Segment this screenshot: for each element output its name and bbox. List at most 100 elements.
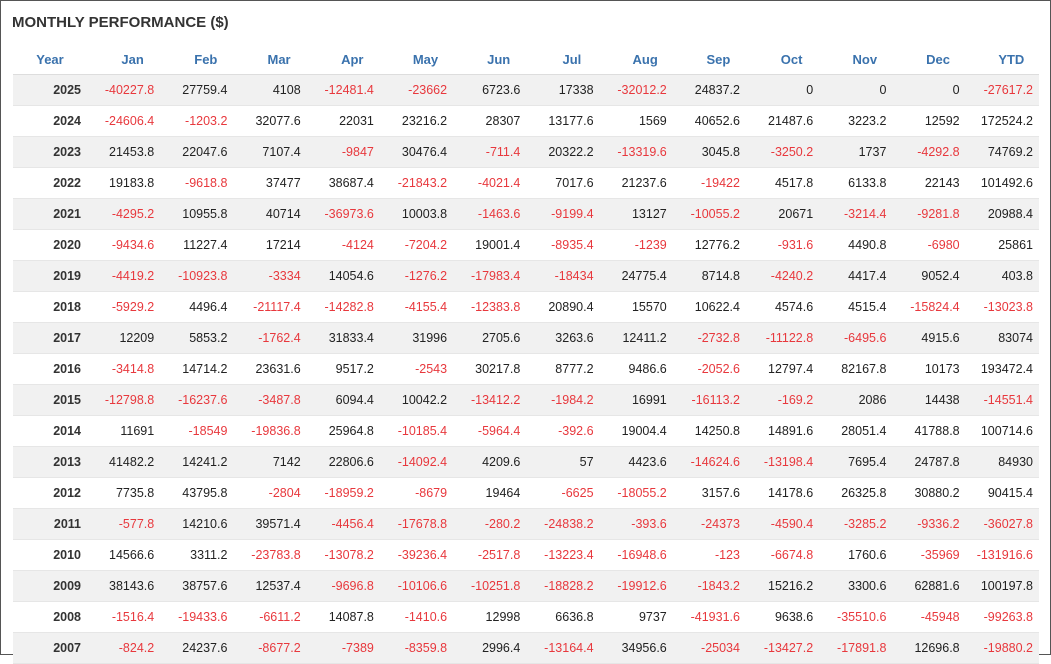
- value-cell: 83074: [965, 322, 1039, 354]
- value-cell: -1203.2: [160, 105, 234, 137]
- value-cell: 11691: [87, 415, 161, 447]
- value-cell: -10923.8: [160, 260, 234, 292]
- value-cell: -18959.2: [306, 477, 380, 509]
- value-cell: 9486.6: [599, 353, 673, 385]
- value-cell: 30880.2: [892, 477, 966, 509]
- value-cell: -2732.8: [672, 322, 746, 354]
- value-cell: -18549: [160, 415, 234, 447]
- value-cell: -14624.6: [672, 446, 746, 478]
- value-cell: 2086: [819, 384, 893, 416]
- value-cell: 23216.2: [379, 105, 454, 137]
- value-cell: -13319.6: [599, 136, 673, 168]
- value-cell: -11122.8: [745, 322, 820, 354]
- value-cell: -17678.8: [379, 508, 454, 540]
- value-cell: -12481.4: [306, 74, 380, 106]
- value-cell: 27759.4: [160, 74, 234, 106]
- value-cell: -10106.6: [379, 570, 454, 602]
- value-cell: -2517.8: [453, 539, 527, 571]
- table-row: 2012 7735.8 43795.8 -2804 -18959.2 -8679 19464…: [13, 477, 1039, 509]
- value-cell: 19004.4: [599, 415, 673, 447]
- value-cell: -1984.2: [526, 384, 600, 416]
- table-row: 2017 12209 5853.2 -1762.4 31833.4 31996 2705.6…: [13, 322, 1039, 354]
- value-cell: 23631.6: [233, 353, 307, 385]
- value-cell: 24787.8: [892, 446, 966, 478]
- column-header: Year: [13, 44, 87, 75]
- value-cell: -9336.2: [892, 508, 966, 540]
- year-cell: 2011: [13, 508, 87, 540]
- value-cell: 7142: [233, 446, 307, 478]
- value-cell: 3045.8: [672, 136, 746, 168]
- value-cell: -4155.4: [379, 291, 454, 323]
- value-cell: 84930: [965, 446, 1039, 478]
- table-row: 2014 11691 -18549 -19836.8 25964.8 -10185.4 -5…: [13, 415, 1039, 447]
- value-cell: 6094.4: [306, 384, 380, 416]
- value-cell: 37477: [233, 167, 307, 199]
- column-header: Feb: [160, 44, 234, 75]
- value-cell: 1760.6: [819, 539, 893, 571]
- value-cell: -8677.2: [233, 632, 307, 664]
- column-header: Jan: [87, 44, 161, 75]
- value-cell: -9281.8: [892, 198, 966, 230]
- value-cell: 14891.6: [745, 415, 820, 447]
- value-cell: -19836.8: [233, 415, 307, 447]
- value-cell: -14551.4: [965, 384, 1039, 416]
- year-cell: 2025: [13, 74, 87, 106]
- value-cell: -6611.2: [233, 601, 307, 633]
- value-cell: -280.2: [453, 508, 527, 540]
- value-cell: 17214: [233, 229, 307, 261]
- table-row: 2011 -577.8 14210.6 39571.4 -4456.4 -17678.8-…: [13, 508, 1039, 540]
- value-cell: 24237.6: [160, 632, 234, 664]
- value-cell: -1762.4: [233, 322, 307, 354]
- value-cell: 4490.8: [819, 229, 893, 261]
- value-cell: -3414.8: [87, 353, 161, 385]
- value-cell: -2543: [379, 353, 454, 385]
- value-cell: 172524.2: [965, 105, 1039, 137]
- value-cell: 22143: [892, 167, 966, 199]
- value-cell: 4108: [233, 74, 307, 106]
- value-cell: -4590.4: [745, 508, 820, 540]
- value-cell: -7204.2: [379, 229, 454, 261]
- value-cell: -10251.8: [453, 570, 527, 602]
- value-cell: 31996: [379, 322, 454, 354]
- value-cell: 10003.8: [379, 198, 454, 230]
- value-cell: -36973.6: [306, 198, 380, 230]
- value-cell: -3250.2: [745, 136, 820, 168]
- value-cell: 101492.6: [965, 167, 1039, 199]
- value-cell: 14210.6: [160, 508, 234, 540]
- value-cell: 100714.6: [965, 415, 1039, 447]
- column-header: Jul: [526, 44, 600, 75]
- value-cell: 7017.6: [526, 167, 600, 199]
- year-cell: 2007: [13, 632, 87, 664]
- value-cell: -13164.4: [526, 632, 600, 664]
- value-cell: 12797.4: [745, 353, 820, 385]
- value-cell: -24838.2: [526, 508, 600, 540]
- value-cell: 12411.2: [599, 322, 673, 354]
- value-cell: 14438: [892, 384, 966, 416]
- value-cell: -14092.4: [379, 446, 454, 478]
- value-cell: -23783.8: [233, 539, 307, 571]
- value-cell: -19422: [672, 167, 746, 199]
- value-cell: 19183.8: [87, 167, 161, 199]
- table-row: 2025 -40227.8 27759.4 4108 -12481.4 -23662 672…: [13, 74, 1039, 106]
- year-cell: 2017: [13, 322, 87, 354]
- value-cell: 28051.4: [819, 415, 893, 447]
- column-header: Apr: [306, 44, 380, 75]
- value-cell: -1843.2: [672, 570, 746, 602]
- header-row: Year Jan Feb Mar Apr May Jun Jul Aug Sep Oct Nov Dec…: [13, 44, 1039, 75]
- value-cell: 43795.8: [160, 477, 234, 509]
- value-cell: -35510.6: [819, 601, 893, 633]
- value-cell: -8935.4: [526, 229, 600, 261]
- year-cell: 2008: [13, 601, 87, 633]
- value-cell: 4515.4: [819, 291, 893, 323]
- value-cell: -24606.4: [87, 105, 161, 137]
- value-cell: -39236.4: [379, 539, 454, 571]
- value-cell: 4209.6: [453, 446, 527, 478]
- value-cell: -1463.6: [453, 198, 527, 230]
- value-cell: 8777.2: [526, 353, 600, 385]
- column-header: May: [379, 44, 454, 75]
- value-cell: 30217.8: [453, 353, 527, 385]
- table-row: 2015 -12798.8 -16237.6 -3487.8 6094.4 10042.2…: [13, 384, 1039, 416]
- value-cell: -5929.2: [87, 291, 161, 323]
- value-cell: 1737: [819, 136, 893, 168]
- value-cell: -12798.8: [87, 384, 161, 416]
